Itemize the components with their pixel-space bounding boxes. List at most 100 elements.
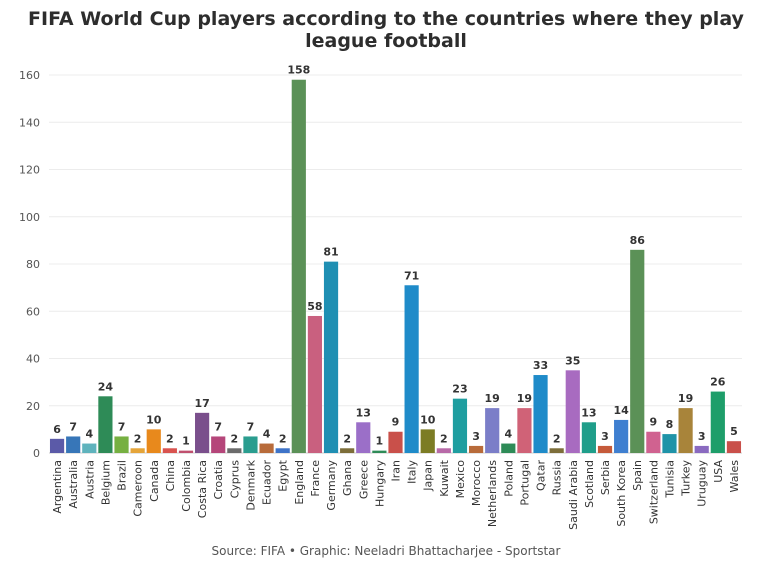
bar (597, 445, 613, 453)
category-label: Serbia (599, 460, 612, 495)
category-label: Russia (551, 460, 564, 495)
bar (710, 391, 725, 453)
category-label: Scotland (583, 460, 596, 508)
y-tick-label: 120 (19, 164, 40, 177)
category-label: Iran (390, 460, 403, 482)
y-tick-label: 100 (19, 211, 40, 224)
value-label: 2 (279, 432, 287, 445)
value-label: 14 (613, 404, 629, 417)
y-tick-label: 140 (19, 116, 40, 129)
category-label: Switzerland (647, 460, 660, 524)
bar (259, 443, 274, 453)
category-label: Canada (148, 460, 161, 502)
value-label: 7 (118, 420, 126, 433)
category-label: Cameroon (132, 460, 145, 517)
value-label: 5 (730, 425, 738, 438)
value-label: 3 (698, 430, 706, 443)
value-label: 10 (146, 413, 162, 426)
category-label: Hungary (373, 460, 386, 507)
value-label: 1 (376, 435, 384, 448)
category-label: Croatia (212, 460, 225, 500)
value-label: 4 (263, 428, 271, 441)
bar (49, 438, 65, 453)
bar (275, 448, 290, 453)
value-label: 13 (581, 406, 596, 419)
bar (227, 448, 242, 453)
category-label: England (293, 460, 306, 505)
bar (372, 450, 387, 453)
value-label: 158 (287, 64, 310, 77)
category-label: Belgium (99, 460, 112, 505)
category-label: Qatar (535, 460, 548, 491)
value-label: 26 (710, 376, 726, 389)
value-label: 17 (194, 397, 209, 410)
category-label: China (164, 460, 177, 491)
category-label: Denmark (244, 459, 257, 510)
category-label: Portugal (518, 460, 531, 506)
value-label: 7 (69, 420, 77, 433)
bar (66, 436, 81, 453)
bar (581, 422, 596, 453)
value-label: 7 (247, 420, 255, 433)
y-tick-label: 20 (26, 400, 40, 413)
value-label: 19 (485, 392, 500, 405)
value-label: 2 (343, 432, 351, 445)
bar (694, 445, 709, 453)
category-label: Costa Rica (196, 460, 209, 518)
value-label: 58 (307, 300, 322, 313)
bar (646, 431, 661, 453)
bar (549, 448, 564, 453)
category-label: Cyprus (228, 460, 241, 499)
bar (114, 436, 129, 453)
value-label: 9 (392, 416, 400, 429)
value-label: 24 (98, 380, 114, 393)
bar (468, 445, 484, 453)
category-label: Uruguay (696, 460, 709, 507)
bar (98, 396, 113, 453)
category-label: Kuwait (438, 459, 451, 496)
y-tick-label: 160 (19, 69, 40, 82)
value-label: 4 (504, 428, 512, 441)
category-label: USA (712, 460, 725, 483)
value-label: 4 (85, 428, 93, 441)
value-label: 2 (231, 432, 239, 445)
category-label: Saudi Arabia (567, 460, 580, 530)
bar (178, 450, 194, 453)
bar (146, 429, 161, 453)
category-label: Ghana (341, 460, 354, 496)
bar (243, 436, 258, 453)
bar (436, 448, 451, 453)
value-label: 3 (472, 430, 480, 443)
value-label: 71 (404, 269, 419, 282)
value-label: 1 (182, 435, 190, 448)
value-label: 86 (630, 234, 646, 247)
bar (356, 422, 371, 453)
bars (49, 79, 742, 453)
category-label: Wales (728, 460, 741, 493)
value-label: 2 (553, 432, 561, 445)
category-label: Netherlands (486, 460, 499, 527)
chart-source: Source: FIFA • Graphic: Neeladri Bhattac… (211, 544, 561, 558)
bar (82, 443, 97, 453)
bar (533, 375, 548, 453)
category-label: Spain (631, 460, 644, 491)
value-label: 35 (565, 354, 580, 367)
bar (211, 436, 226, 453)
category-label: Austria (83, 460, 96, 499)
category-label: Ecuador (261, 460, 274, 505)
value-label: 13 (356, 406, 371, 419)
category-label: Morocco (470, 460, 483, 506)
value-label: 2 (134, 432, 142, 445)
category-label: Germany (325, 460, 338, 511)
bar (614, 419, 629, 453)
bar (195, 412, 210, 453)
y-tick-label: 40 (26, 353, 40, 366)
value-label: 19 (678, 392, 693, 405)
category-label: Australia (67, 460, 80, 509)
category-label: Mexico (454, 460, 467, 499)
x-axis-labels: Argentina Australia Austria Belgium Brazil Ca… (51, 459, 741, 529)
category-label: Colombia (180, 460, 193, 512)
bar (323, 261, 339, 453)
